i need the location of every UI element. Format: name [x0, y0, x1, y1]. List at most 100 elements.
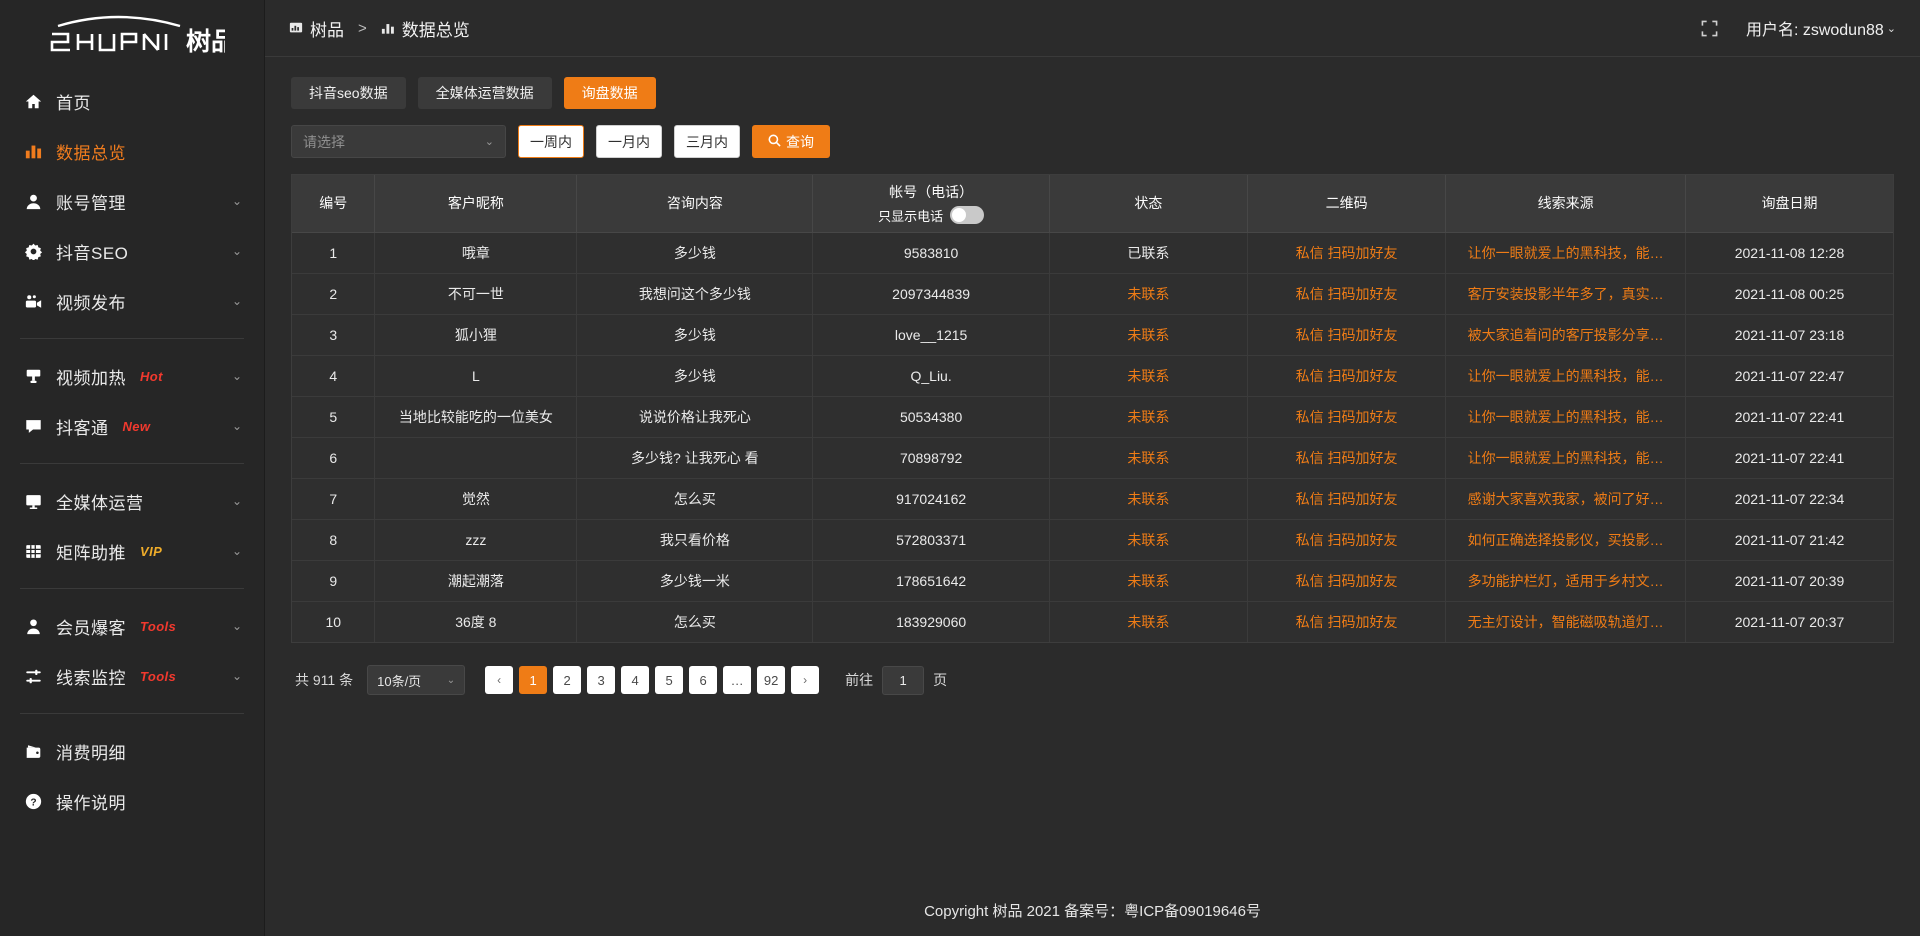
page-size-select[interactable]: 10条/页 ⌄ — [367, 665, 466, 695]
sidebar-item-label: 抖音SEO — [56, 243, 129, 263]
page-size-label: 10条/页 — [377, 673, 422, 689]
phone-only-toggle[interactable] — [950, 206, 985, 225]
page-ellipsis-button[interactable]: … — [723, 666, 752, 694]
tab-douyin-seo-data[interactable]: 抖音seo数据 — [291, 77, 406, 109]
table-row[interactable]: 8 zzz 我只看价格 572803371 未联系 私信 扫码加好友 如何正确选择投影仪，买… — [292, 519, 1893, 561]
goto-page-input[interactable]: 1 — [882, 665, 925, 695]
table-row[interactable]: 1 哦章 多少钱 9583810 已联系 私信 扫码加好友 让你一眼就爱上的黑科技，能… 20… — [292, 232, 1893, 274]
search-button[interactable]: 查询 — [752, 125, 830, 158]
cell-qrcode[interactable]: 私信 扫码加好友 — [1247, 273, 1447, 315]
cell-nickname: 潮起潮落 — [374, 560, 578, 602]
table-row[interactable]: 2 不可一世 我想问这个多少钱 2097344839 未联系 私信 扫码加好友 客厅安装投影… — [292, 273, 1893, 315]
table-row[interactable]: 4 L 多少钱 Q_Liu. 未联系 私信 扫码加好友 让你一眼就爱上的黑科技，能… 2021… — [292, 355, 1893, 397]
svg-text:?: ? — [30, 797, 36, 808]
svg-text:树品: 树品 — [186, 28, 225, 56]
account-select-placeholder: 请选择 — [303, 133, 345, 150]
table-row[interactable]: 10 36度 8 怎么买 183929060 未联系 私信 扫码加好友 无主灯设计，智能磁吸… — [292, 601, 1893, 642]
sidebar-item-instructions[interactable]: ? 操作说明 — [0, 776, 264, 826]
table-row[interactable]: 5 当地比较能吃的一位美女 说说价格让我死心 50534380 未联系 私信 扫码加好友让… — [292, 396, 1893, 438]
cell-nickname: 当地比较能吃的一位美女 — [374, 396, 578, 438]
cell-lead-source[interactable]: 如何正确选择投影仪，买投影… — [1445, 519, 1686, 561]
cell-qrcode[interactable]: 私信 扫码加好友 — [1247, 519, 1447, 561]
cell-lead-source[interactable]: 让你一眼就爱上的黑科技，能… — [1445, 437, 1686, 479]
sidebar-item-badge: Tools — [140, 618, 177, 634]
sidebar-item-matrix-boost[interactable]: 矩阵助推 VIP ⌄ — [0, 526, 264, 576]
sidebar-item-member-boost[interactable]: 会员爆客 Tools ⌄ — [0, 601, 264, 651]
chevron-down-icon: ⌄ — [231, 619, 242, 633]
sidebar-item-douketong[interactable]: 抖客通 New ⌄ — [0, 401, 264, 451]
cell-account: 917024162 — [812, 478, 1050, 520]
fullscreen-icon[interactable] — [1701, 20, 1718, 37]
app-logo[interactable]: 树品 — [0, 0, 264, 62]
cell-status: 未联系 — [1049, 273, 1249, 315]
cell-lead-source[interactable]: 被大家追着问的客厅投影分享… — [1445, 314, 1686, 356]
sidebar-item-label: 线索监控 — [56, 668, 126, 688]
page-button-6[interactable]: 6 — [689, 666, 718, 694]
cell-qrcode[interactable]: 私信 扫码加好友 — [1247, 601, 1447, 642]
chevron-down-icon: ⌄ — [231, 669, 242, 683]
sidebar-item-home[interactable]: 首页 — [0, 76, 264, 126]
table-row[interactable]: 6 多少钱? 让我死心 看 70898792 未联系 私信 扫码加好友 让你一眼就爱上的黑… — [292, 437, 1893, 479]
cell-lead-source[interactable]: 让你一眼就爱上的黑科技，能… — [1445, 232, 1686, 274]
cell-lead-source[interactable]: 客厅安装投影半年多了，真实… — [1445, 273, 1686, 315]
breadcrumb-root[interactable]: 树品 — [310, 20, 344, 40]
shupin-logo-icon: 树品 — [50, 15, 225, 56]
topbar-right: 用户名: zswodun88 ⌄ — [1701, 16, 1896, 40]
cell-lead-source[interactable]: 让你一眼就爱上的黑科技，能… — [1445, 355, 1686, 397]
range-one-week-button[interactable]: 一周内 — [518, 125, 584, 158]
sidebar-item-douyin-seo[interactable]: 抖音SEO ⌄ — [0, 226, 264, 276]
sidebar-item-badge: Hot — [140, 368, 163, 384]
cell-lead-source[interactable]: 多功能护栏灯，适用于乡村文… — [1445, 560, 1686, 602]
table-row[interactable]: 3 狐小狸 多少钱 love__1215 未联系 私信 扫码加好友 被大家追着问的客厅投影分… — [292, 314, 1893, 356]
cell-nickname — [374, 437, 578, 479]
range-three-months-button[interactable]: 三月内 — [674, 125, 740, 158]
sidebar-item-consumption-details[interactable]: 消费明细 — [0, 726, 264, 776]
cell-lead-source[interactable]: 让你一眼就爱上的黑科技，能… — [1445, 396, 1686, 438]
page-button-1[interactable]: 1 — [519, 666, 548, 694]
prev-page-button[interactable]: ‹ — [485, 666, 514, 694]
sidebar-item-data-overview[interactable]: 数据总览 — [0, 126, 264, 176]
cell-nickname: 狐小狸 — [374, 314, 578, 356]
help-icon: ? — [22, 790, 44, 812]
page-button-3[interactable]: 3 — [587, 666, 616, 694]
chevron-down-icon: ⌄ — [1886, 22, 1896, 35]
cell-qrcode[interactable]: 私信 扫码加好友 — [1247, 355, 1447, 397]
cell-qrcode[interactable]: 私信 扫码加好友 — [1247, 232, 1447, 274]
cell-status: 未联系 — [1049, 437, 1249, 479]
cell-qrcode[interactable]: 私信 扫码加好友 — [1247, 396, 1447, 438]
cell-date: 2021-11-07 22:41 — [1685, 437, 1893, 479]
cell-qrcode[interactable]: 私信 扫码加好友 — [1247, 314, 1447, 356]
table-row[interactable]: 9 潮起潮落 多少钱一米 178651642 未联系 私信 扫码加好友 多功能护栏灯，适用于… — [292, 560, 1893, 602]
next-page-button[interactable]: › — [791, 666, 820, 694]
table-row[interactable]: 7 觉然 怎么买 917024162 未联系 私信 扫码加好友 感谢大家喜欢我家，被问了好…… — [292, 478, 1893, 520]
user-name-label: 用户名: zswodun88 — [1745, 22, 1884, 39]
cell-qrcode[interactable]: 私信 扫码加好友 — [1247, 560, 1447, 602]
account-select[interactable]: 请选择 ⌄ — [291, 125, 506, 158]
sidebar-item-label: 视频加热 — [56, 368, 126, 388]
tab-omnimedia-operations-data[interactable]: 全媒体运营数据 — [417, 77, 552, 109]
cell-account: Q_Liu. — [812, 355, 1050, 397]
cell-nickname: L — [374, 355, 578, 397]
filter-bar: 请选择 ⌄ 一周内 一月内 三月内 查询 — [291, 125, 1894, 158]
cell-lead-source[interactable]: 无主灯设计，智能磁吸轨道灯… — [1445, 601, 1686, 642]
sidebar-item-label: 首页 — [56, 93, 91, 113]
cell-date: 2021-11-08 12:28 — [1685, 232, 1893, 274]
cell-qrcode[interactable]: 私信 扫码加好友 — [1247, 478, 1447, 520]
page-button-5[interactable]: 5 — [655, 666, 684, 694]
range-one-month-button[interactable]: 一月内 — [596, 125, 662, 158]
tab-inquiry-data[interactable]: 询盘数据 — [563, 77, 656, 109]
page-button-2[interactable]: 2 — [553, 666, 582, 694]
sidebar-item-video-publish[interactable]: 视频发布 ⌄ — [0, 276, 264, 326]
sidebar-item-video-boost[interactable]: 视频加热 Hot ⌄ — [0, 351, 264, 401]
sidebar-item-account-management[interactable]: 账号管理 ⌄ — [0, 176, 264, 226]
sidebar-item-omnimedia-operations[interactable]: 全媒体运营 ⌄ — [0, 476, 264, 526]
page-button-92[interactable]: 92 — [757, 666, 786, 694]
breadcrumb: 树品 > 数据总览 — [289, 16, 470, 41]
cell-qrcode[interactable]: 私信 扫码加好友 — [1247, 437, 1447, 479]
user-menu[interactable]: 用户名: zswodun88 ⌄ — [1746, 16, 1896, 40]
cell-account: 9583810 — [812, 232, 1050, 274]
cell-lead-source[interactable]: 感谢大家喜欢我家，被问了好… — [1445, 478, 1686, 520]
page-button-4[interactable]: 4 — [621, 666, 650, 694]
search-icon — [768, 134, 781, 150]
sidebar-item-lead-monitoring[interactable]: 线索监控 Tools ⌄ — [0, 651, 264, 701]
